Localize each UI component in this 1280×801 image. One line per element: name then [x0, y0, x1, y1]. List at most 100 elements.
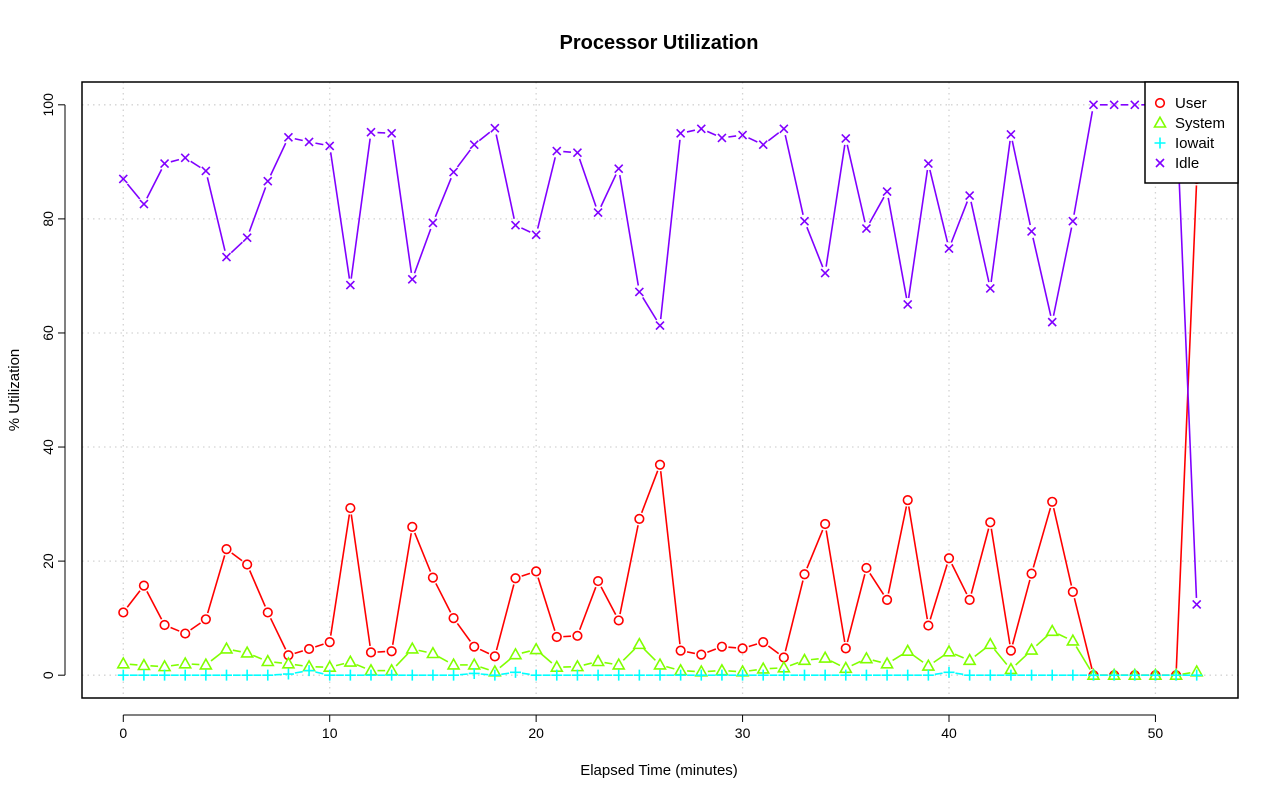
- series-line-segment: [126, 590, 141, 608]
- data-point-user: [1067, 586, 1078, 598]
- data-point-idle: [841, 133, 851, 144]
- series-line-segment: [315, 142, 324, 146]
- data-point-user: [737, 643, 748, 654]
- data-point-idle: [861, 224, 871, 234]
- data-point-idle: [469, 140, 479, 150]
- series-line-segment: [951, 563, 968, 595]
- y-tick-label: 60: [40, 325, 56, 341]
- series-line-segment: [480, 666, 489, 671]
- data-point-idle: [139, 199, 149, 209]
- y-tick-label: 100: [40, 93, 56, 117]
- data-point-user: [861, 562, 872, 574]
- x-tick-label: 40: [941, 725, 957, 741]
- data-point-iowait: [406, 669, 418, 681]
- series-line-segment: [707, 648, 717, 654]
- series-line-segment: [395, 653, 409, 667]
- data-point-system: [178, 656, 193, 669]
- series-line-segment: [934, 672, 943, 676]
- series-line-segment: [1175, 111, 1198, 598]
- data-point-user: [262, 607, 273, 618]
- series-line-segment: [990, 140, 1011, 283]
- data-point-iowait: [819, 669, 831, 681]
- data-point-system: [529, 642, 544, 655]
- series-iowait: [117, 665, 1203, 681]
- series-line-segment: [1057, 633, 1068, 639]
- series-line-segment: [686, 651, 696, 655]
- data-point-system: [157, 659, 172, 672]
- data-point-idle: [985, 283, 995, 294]
- series-line-segment: [1052, 227, 1073, 316]
- data-point-user: [138, 580, 150, 591]
- data-point-idle: [1047, 317, 1057, 327]
- data-point-iowait: [324, 669, 336, 681]
- data-point-iowait: [551, 669, 563, 681]
- series-line-segment: [1011, 140, 1032, 226]
- data-point-system: [818, 650, 833, 663]
- data-point-iowait: [510, 666, 521, 678]
- data-point-idle: [490, 123, 500, 133]
- data-point-iowait: [365, 669, 377, 681]
- series-line-segment: [993, 648, 1008, 665]
- series-line-segment: [459, 673, 468, 676]
- series-line-segment: [686, 129, 696, 133]
- series-line-segment: [578, 586, 597, 631]
- data-point-iowait: [282, 668, 294, 680]
- data-point-system: [198, 657, 213, 670]
- series-line-segment: [970, 201, 990, 283]
- data-point-system: [467, 657, 482, 670]
- data-point-iowait: [695, 669, 707, 681]
- data-point-idle: [593, 208, 603, 218]
- data-point-idle: [160, 158, 170, 169]
- data-point-iowait: [200, 669, 212, 681]
- series-line-segment: [806, 226, 824, 268]
- series-line-segment: [830, 660, 841, 667]
- data-point-idle: [283, 132, 293, 142]
- data-point-iowait: [303, 665, 315, 677]
- data-point-system: [405, 641, 420, 654]
- series-line-segment: [350, 138, 371, 279]
- series-line-segment: [970, 528, 990, 594]
- data-point-user: [613, 615, 624, 626]
- series-line-segment: [391, 139, 413, 274]
- data-point-iowait: [138, 669, 150, 681]
- series-line-segment: [789, 661, 799, 667]
- data-point-idle: [634, 287, 644, 297]
- series-line-segment: [887, 197, 908, 299]
- data-point-idle: [572, 148, 582, 158]
- legend-label-iowait: Iowait: [1175, 135, 1215, 152]
- data-point-user: [180, 628, 191, 639]
- data-point-idle: [758, 140, 768, 150]
- data-point-user: [489, 651, 500, 662]
- data-point-iowait: [448, 669, 460, 681]
- series-line-segment: [748, 643, 758, 648]
- series-line-segment: [622, 648, 636, 661]
- data-point-iowait: [427, 669, 439, 681]
- data-point-user: [1047, 496, 1058, 507]
- data-point-idle: [799, 216, 810, 226]
- data-point-iowait: [159, 669, 171, 681]
- data-point-user: [303, 643, 315, 655]
- data-point-system: [653, 657, 667, 670]
- series-line-segment: [536, 157, 557, 229]
- series-line-segment: [274, 661, 283, 664]
- series-line-segment: [643, 648, 656, 661]
- series-line-segment: [413, 532, 432, 572]
- plot-frame: [81, 81, 1239, 699]
- data-point-user: [448, 613, 459, 624]
- data-point-system: [962, 652, 977, 666]
- series-line-segment: [1182, 672, 1191, 675]
- legend-label-idle: Idle: [1175, 155, 1199, 172]
- series-line-segment: [618, 174, 640, 286]
- grid: [82, 82, 1238, 698]
- data-point-idle: [449, 167, 459, 177]
- data-point-iowait: [1191, 669, 1203, 681]
- data-point-idle: [118, 174, 128, 184]
- data-point-idle: [965, 190, 975, 201]
- data-point-user: [799, 569, 810, 580]
- series-line-segment: [954, 653, 964, 659]
- data-point-user: [964, 594, 975, 605]
- data-point-idle: [1109, 100, 1119, 110]
- data-point-iowait: [757, 669, 769, 681]
- x-tick-label: 10: [322, 725, 338, 741]
- legend: User System Iowait Idle: [1144, 81, 1239, 184]
